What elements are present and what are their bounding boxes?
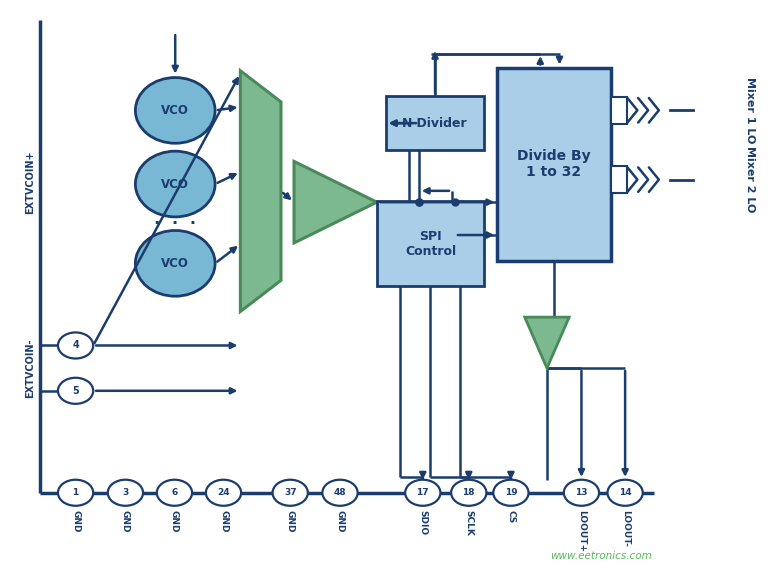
Circle shape xyxy=(273,480,308,506)
Circle shape xyxy=(108,480,143,506)
FancyBboxPatch shape xyxy=(611,97,628,124)
Polygon shape xyxy=(525,317,569,368)
Ellipse shape xyxy=(135,151,215,217)
Circle shape xyxy=(206,480,241,506)
Text: SDIO: SDIO xyxy=(418,510,427,535)
Text: 5: 5 xyxy=(73,386,79,396)
Polygon shape xyxy=(240,71,281,312)
Text: 13: 13 xyxy=(575,488,587,497)
Circle shape xyxy=(157,480,192,506)
Text: 17: 17 xyxy=(416,488,429,497)
Circle shape xyxy=(58,378,93,404)
Text: CS: CS xyxy=(506,510,516,523)
Polygon shape xyxy=(294,161,377,243)
Text: 6: 6 xyxy=(171,488,178,497)
Text: 48: 48 xyxy=(334,488,347,497)
Text: 3: 3 xyxy=(122,488,128,497)
Text: 4: 4 xyxy=(73,340,79,351)
Text: SCLK: SCLK xyxy=(464,510,473,535)
Circle shape xyxy=(58,332,93,359)
Text: 37: 37 xyxy=(284,488,296,497)
Circle shape xyxy=(564,480,599,506)
Text: EXTVCOIN-: EXTVCOIN- xyxy=(25,339,36,398)
Text: GND: GND xyxy=(336,510,344,532)
Circle shape xyxy=(493,480,529,506)
Text: GND: GND xyxy=(219,510,228,532)
Text: VCO: VCO xyxy=(161,177,189,190)
Text: EXTVCOIN+: EXTVCOIN+ xyxy=(25,151,36,214)
Text: GND: GND xyxy=(71,510,80,532)
Ellipse shape xyxy=(135,231,215,296)
Text: 24: 24 xyxy=(217,488,230,497)
Text: LOOUT+: LOOUT+ xyxy=(577,510,586,552)
Circle shape xyxy=(451,480,486,506)
FancyBboxPatch shape xyxy=(497,68,611,260)
Text: VCO: VCO xyxy=(161,104,189,117)
Text: GND: GND xyxy=(170,510,179,532)
Text: Divide By
1 to 32: Divide By 1 to 32 xyxy=(517,149,591,179)
Circle shape xyxy=(58,480,93,506)
Text: Mixer 1 LO: Mixer 1 LO xyxy=(745,77,755,144)
Ellipse shape xyxy=(135,78,215,143)
Text: N-Divider: N-Divider xyxy=(402,117,468,130)
Text: 1: 1 xyxy=(73,488,79,497)
Text: www.eetronics.com: www.eetronics.com xyxy=(550,551,652,561)
Text: SPI
Control: SPI Control xyxy=(405,229,456,257)
Circle shape xyxy=(323,480,357,506)
Circle shape xyxy=(405,480,440,506)
FancyBboxPatch shape xyxy=(611,166,628,193)
Text: 18: 18 xyxy=(462,488,475,497)
FancyBboxPatch shape xyxy=(377,201,484,286)
Text: 19: 19 xyxy=(505,488,517,497)
Text: VCO: VCO xyxy=(161,257,189,270)
Text: Mixer 2 LO: Mixer 2 LO xyxy=(745,146,755,213)
Circle shape xyxy=(608,480,643,506)
FancyBboxPatch shape xyxy=(386,96,484,150)
Text: ·  ·  ·: · · · xyxy=(154,214,196,233)
Text: LOOUT-: LOOUT- xyxy=(621,510,630,547)
Text: 14: 14 xyxy=(619,488,631,497)
Text: GND: GND xyxy=(286,510,295,532)
Text: GND: GND xyxy=(121,510,130,532)
